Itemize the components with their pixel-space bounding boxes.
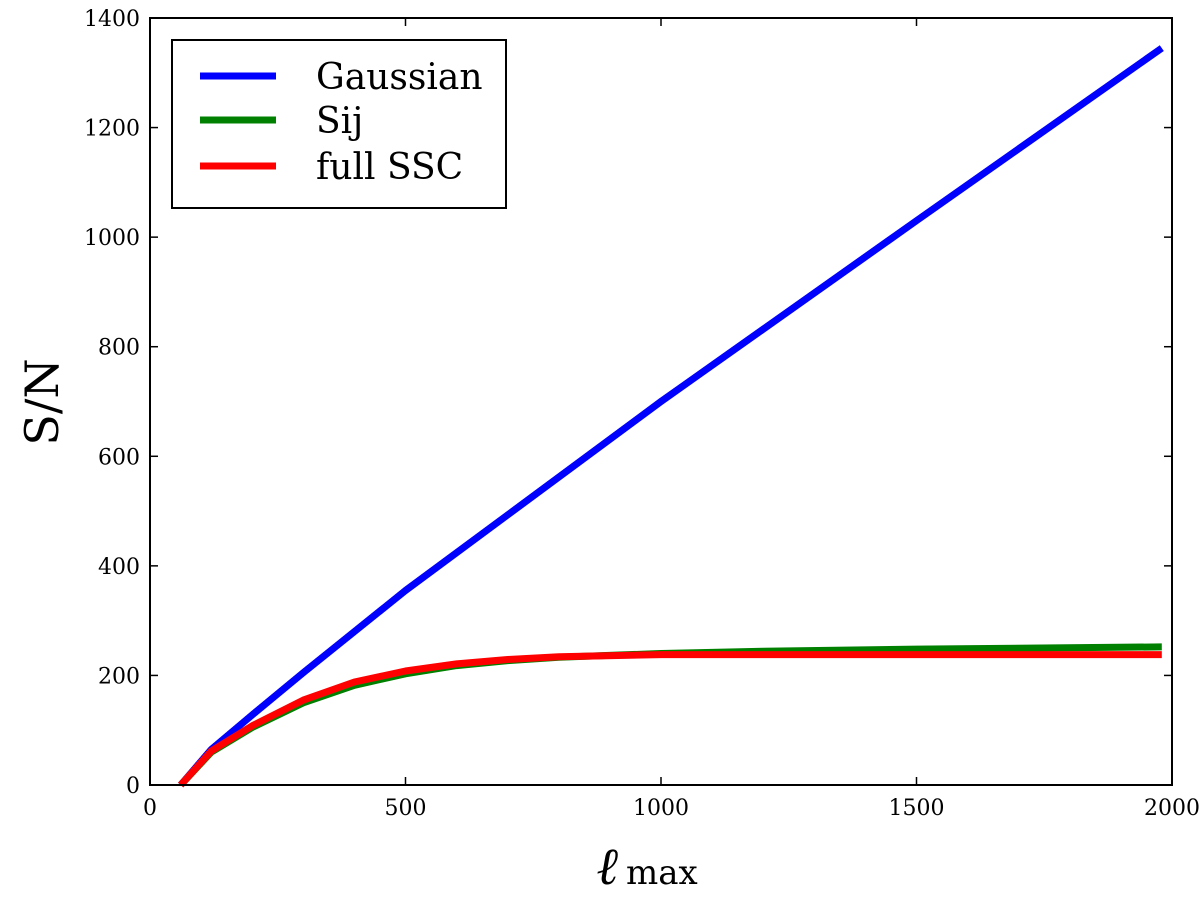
ticks-layer [149, 17, 1173, 786]
legend-box [171, 39, 507, 209]
tick-labels-layer: 0 500 1000 1500 2000 0 200 400 600 800 1000 1200 140… [84, 7, 1200, 821]
series-layer [178, 45, 1164, 788]
y-tick-label: 200 [98, 664, 140, 689]
x-axis-label-main: ℓ [596, 837, 618, 897]
series-line-full-ssc [178, 651, 1162, 788]
series-line-sij [178, 643, 1162, 788]
x-tick-label: 0 [143, 796, 157, 821]
x-axis-label-subscript: max [626, 853, 698, 893]
y-tick-label: 400 [98, 555, 140, 580]
legend-label-gaussian: Gaussian [316, 57, 483, 98]
legend: Gaussian Sij full SSC [171, 39, 507, 209]
x-tick-label: 500 [385, 796, 427, 821]
y-tick-label: 0 [126, 774, 140, 799]
legend-label-sij: Sij [316, 101, 363, 142]
y-tick-label: 800 [98, 336, 140, 361]
x-tick-label: 1500 [889, 796, 945, 821]
y-tick-label: 1000 [84, 226, 140, 251]
legend-label-full-ssc: full SSC [316, 147, 463, 188]
x-tick-label: 1000 [633, 796, 689, 821]
y-axis-label: S/N [15, 358, 69, 445]
x-axis-label: ℓ max [596, 837, 697, 897]
y-tick-label: 600 [98, 445, 140, 470]
x-tick-label: 2000 [1144, 796, 1200, 821]
y-tick-label: 1400 [84, 7, 140, 32]
y-tick-label: 1200 [84, 117, 140, 142]
